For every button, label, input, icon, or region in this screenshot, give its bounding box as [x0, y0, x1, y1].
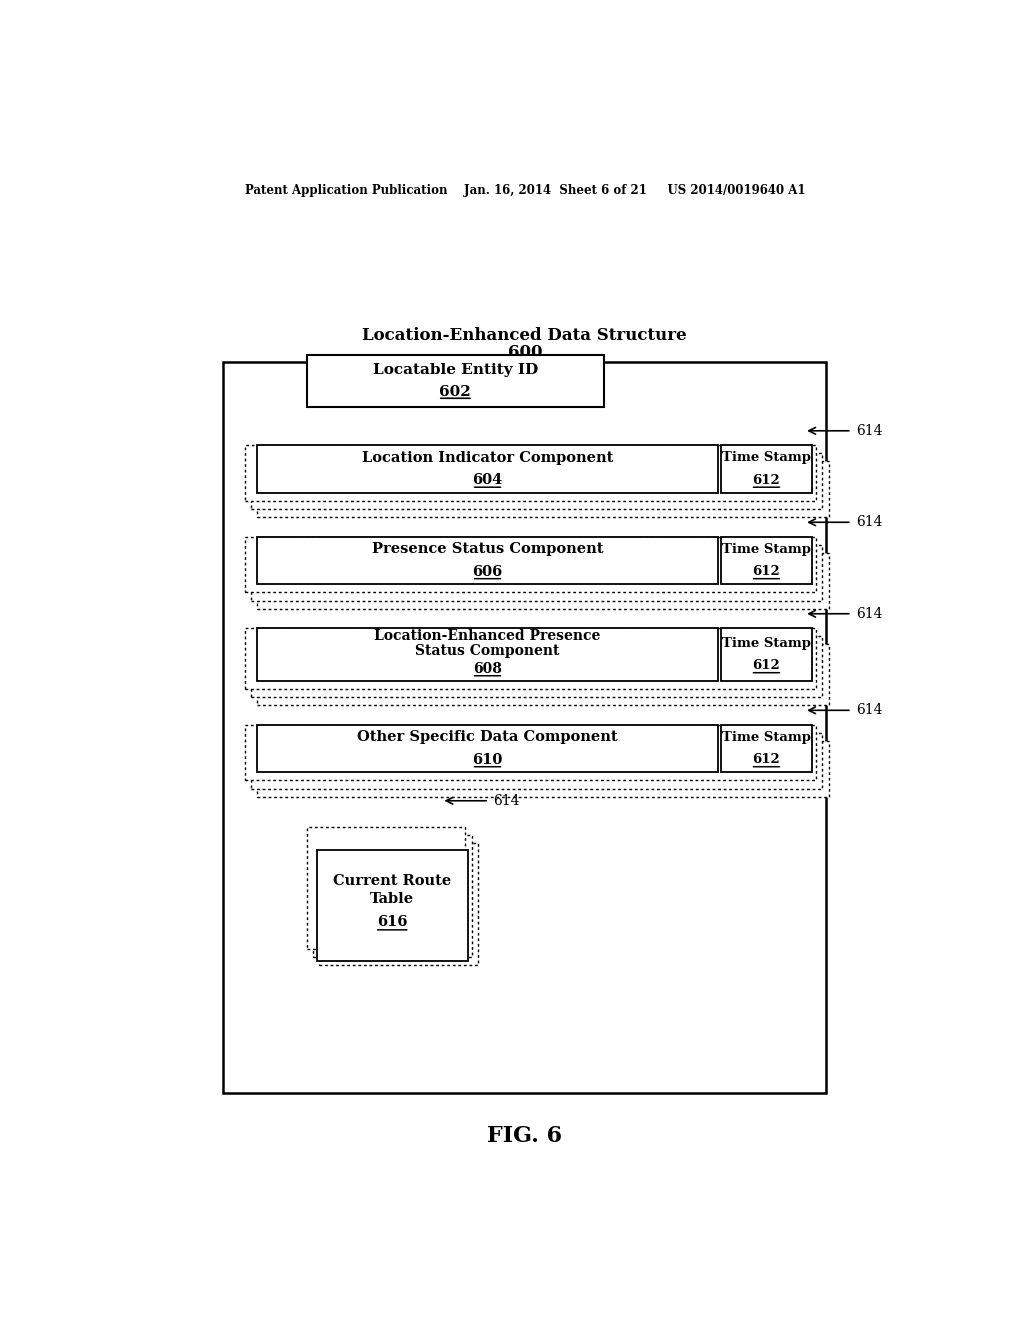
- Text: Time Stamp: Time Stamp: [722, 451, 811, 465]
- Text: 612: 612: [753, 565, 780, 578]
- Text: 616: 616: [377, 915, 408, 929]
- Text: Locatable Entity ID: Locatable Entity ID: [373, 363, 538, 376]
- Text: Presence Status Component: Presence Status Component: [372, 543, 603, 556]
- Text: 614: 614: [494, 793, 519, 808]
- Bar: [257, 553, 828, 609]
- Bar: [319, 843, 478, 965]
- Text: FIG. 6: FIG. 6: [487, 1125, 562, 1147]
- Text: 608: 608: [473, 661, 502, 676]
- Bar: [721, 725, 812, 772]
- Text: Patent Application Publication    Jan. 16, 2014  Sheet 6 of 21     US 2014/00196: Patent Application Publication Jan. 16, …: [245, 183, 805, 197]
- Text: 612: 612: [753, 754, 780, 766]
- Bar: [316, 850, 468, 961]
- Text: Table: Table: [371, 892, 415, 907]
- Text: 614: 614: [856, 704, 883, 717]
- Text: 614: 614: [856, 424, 883, 438]
- Bar: [257, 461, 828, 517]
- Text: 612: 612: [753, 474, 780, 487]
- Text: 602: 602: [439, 385, 471, 399]
- Text: 614: 614: [856, 515, 883, 529]
- Bar: [257, 628, 718, 681]
- Text: Other Specific Data Component: Other Specific Data Component: [357, 730, 617, 744]
- Text: Location Indicator Component: Location Indicator Component: [361, 450, 613, 465]
- Bar: [306, 828, 465, 949]
- Text: 606: 606: [472, 565, 503, 578]
- Bar: [257, 725, 718, 772]
- Text: Status Component: Status Component: [416, 644, 560, 659]
- Bar: [245, 536, 816, 593]
- Bar: [257, 741, 828, 797]
- Text: Time Stamp: Time Stamp: [722, 731, 811, 743]
- Bar: [257, 536, 718, 585]
- Bar: [257, 445, 718, 492]
- Text: Time Stamp: Time Stamp: [722, 543, 811, 556]
- Bar: [223, 362, 826, 1093]
- Bar: [257, 644, 828, 705]
- Bar: [251, 545, 822, 601]
- Text: 604: 604: [472, 473, 503, 487]
- Bar: [251, 453, 822, 510]
- Bar: [306, 355, 604, 408]
- Bar: [721, 536, 812, 585]
- Bar: [313, 836, 472, 957]
- Text: 614: 614: [856, 607, 883, 620]
- Bar: [721, 445, 812, 492]
- Text: 612: 612: [753, 659, 780, 672]
- Text: Location-Enhanced Data Structure: Location-Enhanced Data Structure: [362, 327, 687, 343]
- Bar: [245, 445, 816, 500]
- Bar: [251, 636, 822, 697]
- Bar: [245, 725, 816, 780]
- Bar: [245, 628, 816, 689]
- Text: Time Stamp: Time Stamp: [722, 636, 811, 649]
- Text: 610: 610: [472, 752, 503, 767]
- Text: Location-Enhanced Presence: Location-Enhanced Presence: [375, 630, 601, 643]
- Bar: [721, 628, 812, 681]
- Text: 600: 600: [508, 345, 542, 362]
- Bar: [251, 733, 822, 788]
- Text: Current Route: Current Route: [333, 874, 452, 888]
